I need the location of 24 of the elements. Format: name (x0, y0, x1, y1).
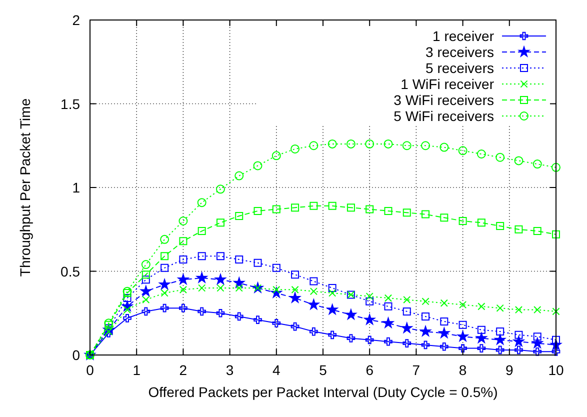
x-tick-label: 7 (412, 362, 420, 378)
x-tick-label: 5 (319, 362, 328, 378)
y-tick-label: 0.5 (60, 263, 80, 280)
x-tick-label: 2 (179, 362, 188, 378)
x-tick-label: 9 (506, 362, 514, 378)
y-axis-title: Throughput Per Packet Time (17, 98, 33, 277)
legend-label: 1 receiver (432, 28, 494, 44)
legend-label: 3 receivers (426, 44, 494, 60)
x-tick-label: 0 (86, 362, 94, 378)
x-tick-label: 10 (548, 362, 564, 378)
x-tick-label: 3 (226, 362, 234, 378)
legend-label: 5 WiFi receivers (394, 108, 494, 124)
legend-label: 3 WiFi receivers (394, 92, 494, 108)
x-tick-label: 4 (272, 362, 280, 378)
y-tick-label: 0 (72, 347, 80, 363)
y-tick-label: 2 (72, 12, 80, 28)
x-axis-title: Offered Packets per Packet Interval (Duty Cycle = 0.5%) (148, 384, 498, 400)
legend-label: 5 receivers (426, 60, 494, 76)
x-tick-label: 8 (458, 362, 467, 378)
x-tick-label: 6 (366, 362, 374, 378)
y-tick-label: 1.5 (60, 96, 80, 112)
y-tick-label: 1 (72, 180, 80, 196)
legend-label: 1 WiFi receiver (400, 76, 494, 92)
x-tick-label: 1 (132, 362, 141, 378)
